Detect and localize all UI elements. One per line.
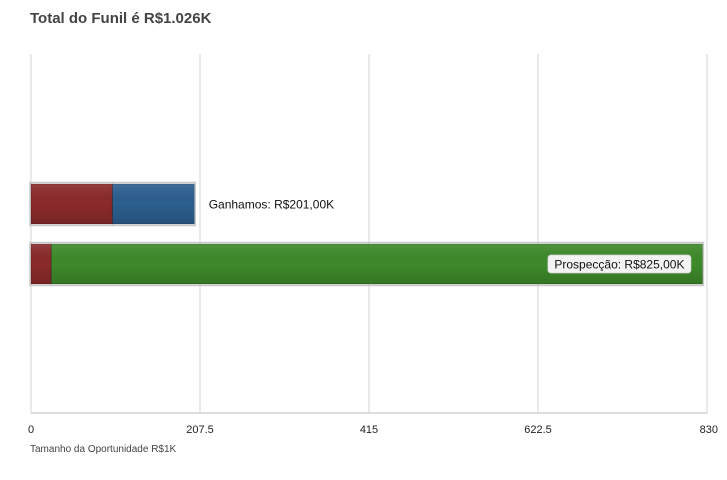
bars-group: Ganhamos: R$201,00K Prospecção: R$825,00K (29, 181, 705, 287)
x-tick-label: 207.5 (186, 424, 214, 436)
bar-segment-shade (112, 184, 195, 224)
bar-value-label: Prospecção: R$825,00K (554, 258, 684, 272)
x-tick-label: 830 (700, 424, 718, 436)
bar-outline (29, 241, 705, 287)
bar-segment-shade (31, 244, 52, 284)
bar-label-box (547, 254, 692, 274)
bar-value-label: Ganhamos: R$201,00K (209, 198, 334, 212)
bar-segment-shade (31, 184, 113, 224)
chart-title: Total do Funil é R$1.026K (30, 10, 212, 27)
x-axis-ticks: 0 207.5 415 622.5 830 (28, 424, 718, 436)
bar-outline (29, 181, 196, 227)
x-tick-label: 0 (28, 424, 34, 436)
x-tick-label: 622.5 (524, 424, 552, 436)
x-tick-label: 415 (360, 424, 378, 436)
grid-lines (30, 54, 708, 414)
x-axis-title: Tamanho da Oportunidade R$1K (30, 444, 177, 455)
